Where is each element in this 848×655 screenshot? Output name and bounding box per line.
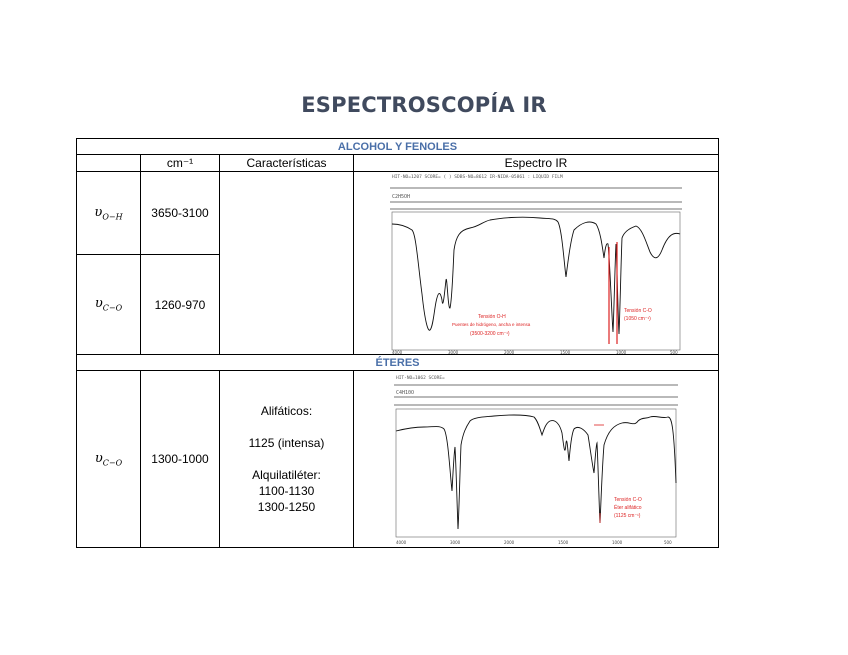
svg-text:500: 500 (664, 540, 672, 545)
range-co-eter: 1300-1000 (140, 370, 220, 548)
svg-text:4000: 4000 (396, 540, 407, 545)
annotation-co2-line1: Tensión C-O (614, 497, 642, 503)
char-line: Alifáticos: (260, 404, 313, 418)
range-oh: 3650-3100 (140, 171, 220, 255)
ir-spectrum-ether: HIT-NO=1062 SCORE= C4H10O Tensión C-O Ét… (394, 373, 678, 545)
spectrum2-header: HIT-NO=1062 SCORE= (396, 375, 445, 381)
svg-text:1500: 1500 (560, 350, 571, 354)
spectrum-alcohol: HIT-NO=1207 SCORE= ( ) SDBS-NO=8612 IR-N… (353, 171, 719, 355)
char-line (220, 419, 353, 435)
char-line: 1300-1250 (257, 500, 316, 514)
char-line: 1125 (intensa) (248, 436, 325, 450)
spectrum2-formula: C4H10O (396, 390, 414, 396)
svg-text:2000: 2000 (504, 540, 515, 545)
ir-spectrum-ethanol: HIT-NO=1207 SCORE= ( ) SDBS-NO=8612 IR-N… (390, 172, 682, 354)
header-caracteristicas: Características (219, 154, 354, 172)
section-alcohol-fenoles: ALCOHOL Y FENOLES (76, 138, 719, 155)
annotation-co2-line2: Éter alifático (614, 504, 642, 511)
annotation-co1-line2: (1050 cm⁻¹) (624, 316, 651, 322)
svg-text:3000: 3000 (448, 350, 459, 354)
svg-text:1500: 1500 (558, 540, 569, 545)
svg-text:1000: 1000 (616, 350, 627, 354)
spectrum1-formula: C2H5OH (392, 194, 410, 200)
char-line: 1100-1130 (258, 484, 315, 498)
annotation-co1-line1: Tensión C-O (624, 308, 652, 314)
header-blank (76, 154, 141, 172)
range-co: 1260-970 (140, 254, 220, 355)
annotation-co2-line3: (1125 cm⁻¹) (614, 513, 641, 519)
annotation-oh-line2: Puentes de hidrógeno, ancha e intensa (452, 322, 531, 327)
header-espectro: Espectro IR (353, 154, 719, 172)
svg-text:2000: 2000 (504, 350, 515, 354)
page-title: ESPECTROSCOPÍA IR (301, 93, 547, 117)
caracteristicas-alcohol (219, 171, 354, 355)
symbol-co: υC−O (76, 254, 141, 355)
header-cm: cm⁻¹ (140, 154, 220, 172)
caracteristicas-eter: Alifáticos: 1125 (intensa) Alquilatiléte… (219, 370, 354, 548)
annotation-oh-line3: (3500-3200 cm⁻¹) (470, 331, 510, 337)
section-eteres: ÉTERES (76, 354, 719, 371)
char-line (220, 451, 353, 467)
symbol-oh: υO−H (76, 171, 141, 255)
symbol-co-eter: υC−O (76, 370, 141, 548)
char-line: Alquilatiléter: (252, 468, 321, 482)
svg-text:1000: 1000 (612, 540, 623, 545)
ir-table: ALCOHOL Y FENOLES cm⁻¹ Características E… (76, 138, 719, 548)
spectrum1-header: HIT-NO=1207 SCORE= ( ) SDBS-NO=8612 IR-N… (392, 174, 563, 180)
svg-text:4000: 4000 (392, 350, 403, 354)
svg-text:3000: 3000 (450, 540, 461, 545)
annotation-oh-line1: Tensión O-H (478, 314, 506, 320)
svg-text:500: 500 (670, 350, 678, 354)
spectrum-eter: HIT-NO=1062 SCORE= C4H10O Tensión C-O Ét… (353, 370, 719, 548)
